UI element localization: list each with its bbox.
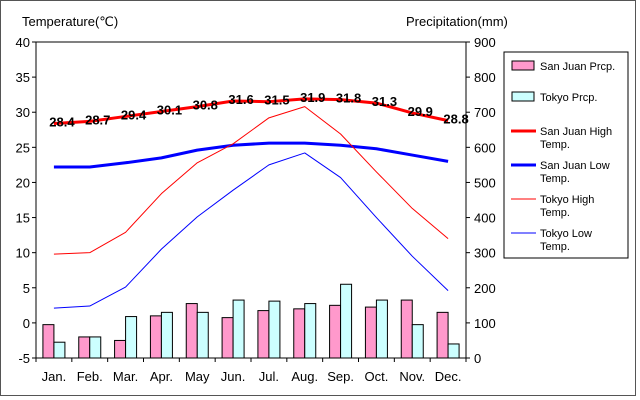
tokyo-prcp-bar-2 <box>89 336 102 359</box>
data-label-12: 28.8 <box>443 112 468 127</box>
san-juan-prcp-bar-4 <box>149 315 162 359</box>
legend-swatch-tokyo-prcp <box>511 91 535 102</box>
data-label-9: 31.8 <box>336 91 361 106</box>
left-tick-label: 30 <box>16 105 30 120</box>
legend-label-san-juan-high-temp: San Juan High Temp. <box>540 126 612 151</box>
data-label-1: 28.4 <box>49 114 75 129</box>
x-tick-label-oct: Oct. <box>364 369 388 384</box>
x-tick-label-nov: Nov. <box>399 369 425 384</box>
san-juan-prcp-bar-3 <box>114 339 127 359</box>
data-label-3: 29.4 <box>121 107 147 122</box>
san-juan-prcp-bar-10 <box>364 306 377 359</box>
data-label-7: 31.5 <box>264 93 289 108</box>
tokyo-prcp-bar-8 <box>304 303 317 359</box>
legend-swatch-san-juan-prcp <box>511 60 535 71</box>
left-tick-label: 25 <box>16 140 30 155</box>
legend-label-san-juan-prcp: San Juan Prcp. <box>540 61 615 73</box>
san-juan-prcp-bar-2 <box>78 336 91 359</box>
right-tick-label: 0 <box>474 351 481 366</box>
data-label-8: 31.9 <box>300 90 325 105</box>
left-tick-label: 20 <box>16 175 30 190</box>
tokyo-prcp-bar-5 <box>196 311 209 359</box>
tokyo-prcp-bar-3 <box>125 316 138 359</box>
x-tick-label-aug: Aug. <box>291 369 318 384</box>
data-label-5: 30.8 <box>193 98 218 113</box>
x-tick-label-may: May <box>185 369 210 384</box>
data-label-6: 31.6 <box>228 92 253 107</box>
tokyo-prcp-bar-9 <box>340 283 353 359</box>
left-axis: -5 0 5 10 15 20 25 30 35 40 <box>16 35 36 366</box>
tokyo-prcp-bar-6 <box>232 299 245 359</box>
legend-label-tokyo-prcp: Tokyo Prcp. <box>540 92 597 104</box>
data-label-4: 30.1 <box>157 103 182 118</box>
data-label-layer: 28.4 28.7 29.4 30.1 30.8 31.6 31.5 31.9 31.8 31.3… <box>49 90 468 130</box>
right-tick-label: 600 <box>474 140 496 155</box>
x-tick-label-dec: Dec. <box>435 369 462 384</box>
left-tick-label: 0 <box>23 316 30 331</box>
tokyo-prcp-bar-10 <box>375 299 388 359</box>
san-juan-prcp-bar-12 <box>436 311 449 359</box>
legend-label-tokyo-low-temp: Tokyo Low Temp. <box>540 228 592 253</box>
legend: San Juan Prcp. Tokyo Prcp. San Juan High Te… <box>503 51 629 259</box>
right-axis-title: Precipitation(mm) <box>406 14 508 29</box>
san-juan-prcp-bar-9 <box>329 304 342 359</box>
x-axis: Jan. Feb. Mar. Apr. May Jun. Jul. Aug. Sep. Oct. N… <box>35 358 467 384</box>
san-juan-prcp-bar-11 <box>400 299 413 359</box>
left-tick-label: -5 <box>18 351 30 366</box>
san-juan-prcp-bar-7 <box>257 310 270 359</box>
left-tick-label: 5 <box>23 281 30 296</box>
tokyo-low-temp-line <box>53 152 449 309</box>
left-axis-title: Temperature(℃) <box>22 14 118 29</box>
data-label-2: 28.7 <box>85 112 110 127</box>
plot-area <box>35 41 467 359</box>
left-tick-label: 15 <box>16 211 30 226</box>
legend-label-tokyo-high-temp: Tokyo High Temp. <box>540 194 594 219</box>
tokyo-high-temp-line <box>53 106 449 255</box>
right-axis: 0 100 200 300 400 500 600 700 800 900 <box>466 35 496 366</box>
x-tick-label-jun: Jun. <box>221 369 246 384</box>
x-tick-label-feb: Feb. <box>77 369 103 384</box>
tokyo-prcp-bar-4 <box>160 311 173 359</box>
right-tick-label: 300 <box>474 246 496 261</box>
x-tick-label-mar: Mar. <box>113 369 138 384</box>
x-tick-label-jul: Jul. <box>259 369 279 384</box>
san-juan-prcp-bar-5 <box>185 303 198 359</box>
san-juan-prcp-bar-1 <box>42 324 55 359</box>
right-tick-label: 200 <box>474 281 496 296</box>
tokyo-prcp-bar-11 <box>411 324 424 359</box>
left-tick-label: 35 <box>16 70 30 85</box>
bar-layer <box>42 283 460 359</box>
legend-label-san-juan-low-temp: San Juan Low Temp. <box>540 160 610 185</box>
right-tick-label: 500 <box>474 175 496 190</box>
tokyo-prcp-bar-7 <box>268 300 281 359</box>
right-tick-label: 400 <box>474 211 496 226</box>
x-tick-label-jan: Jan. <box>42 369 67 384</box>
san-juan-high-temp-line <box>53 97 449 125</box>
right-tick-label: 700 <box>474 105 496 120</box>
right-tick-label: 900 <box>474 35 496 50</box>
x-tick-label-apr: Apr. <box>150 369 173 384</box>
san-juan-prcp-bar-8 <box>293 308 306 359</box>
left-tick-label: 10 <box>16 246 30 261</box>
x-tick-label-sep: Sep. <box>327 369 354 384</box>
data-label-11: 29.9 <box>408 104 433 119</box>
data-label-10: 31.3 <box>372 94 397 109</box>
right-tick-label: 800 <box>474 70 496 85</box>
san-juan-prcp-bar-6 <box>221 317 234 359</box>
right-tick-label: 100 <box>474 316 496 331</box>
tokyo-prcp-bar-12 <box>447 343 460 359</box>
tokyo-prcp-bar-1 <box>53 341 66 359</box>
legend-box <box>503 51 629 259</box>
san-juan-low-temp-line <box>53 141 449 169</box>
line-layer <box>53 97 449 309</box>
left-tick-label: 40 <box>16 35 30 50</box>
